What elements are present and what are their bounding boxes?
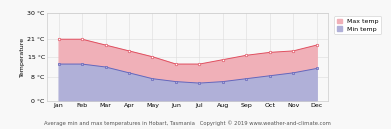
Text: Average min and max temperatures in Hobart, Tasmania   Copyright © 2019 www.weat: Average min and max temperatures in Hoba…: [44, 121, 331, 126]
Legend: Max temp, Min temp: Max temp, Min temp: [334, 16, 381, 34]
Y-axis label: Temperature: Temperature: [20, 37, 25, 77]
